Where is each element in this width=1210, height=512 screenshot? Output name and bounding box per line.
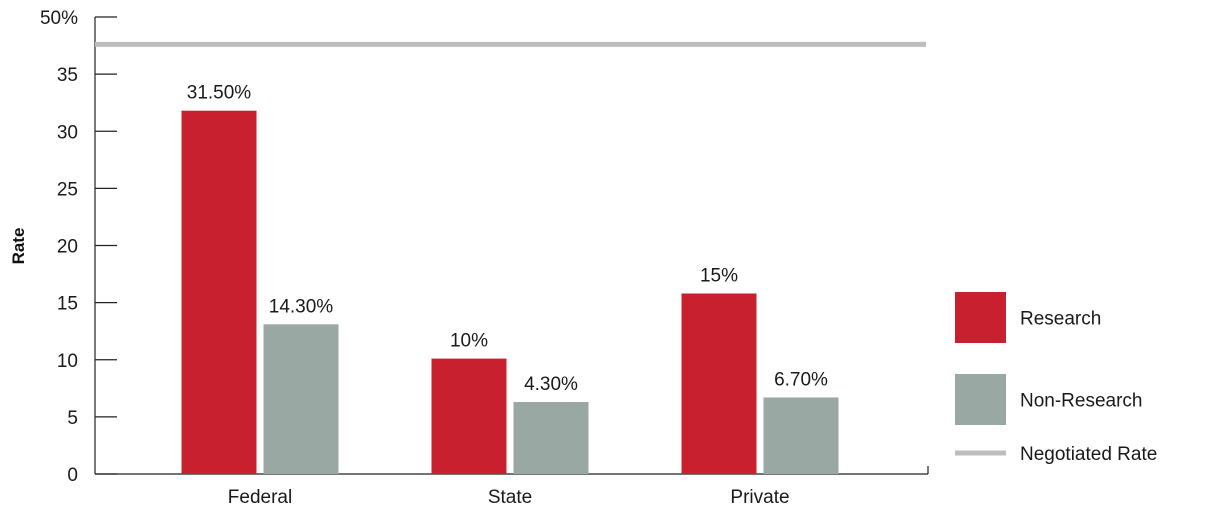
category-labels: Federal State Private xyxy=(228,487,790,508)
y-tick-label: 15 xyxy=(57,294,78,315)
data-label-research-private: 15% xyxy=(700,265,738,286)
legend-label-non-research: Non-Research xyxy=(1020,391,1143,412)
data-label-non-research-federal: 14.30% xyxy=(269,296,334,317)
data-label-non-research-private: 6.70% xyxy=(774,369,828,390)
bar-non-research-federal xyxy=(263,324,339,474)
legend-label-research: Research xyxy=(1020,309,1101,330)
y-axis-title: Rate xyxy=(9,228,28,265)
bar-non-research-private xyxy=(763,397,839,474)
legend: Research Non-Research Negotiated Rate xyxy=(955,292,1157,465)
data-labels: 31.50% 14.30% 10% 4.30% 15% 6.70% xyxy=(187,83,828,395)
data-label-research-federal: 31.50% xyxy=(187,83,252,104)
data-label-research-state: 10% xyxy=(450,331,488,352)
legend-swatch-non-research xyxy=(955,374,1006,425)
bar-research-private xyxy=(681,293,757,474)
y-tick-label: 50% xyxy=(40,8,78,29)
y-tick-label: 0 xyxy=(67,465,78,486)
y-tick-label: 5 xyxy=(67,408,78,429)
y-tick-label: 35 xyxy=(57,65,78,86)
y-tick-label: 25 xyxy=(57,179,78,200)
category-label-state: State xyxy=(488,487,532,508)
category-label-private: Private xyxy=(730,487,789,508)
bar-research-state xyxy=(431,358,507,474)
y-tick-label: 30 xyxy=(57,122,78,143)
data-label-non-research-state: 4.30% xyxy=(524,374,578,395)
bar-research-federal xyxy=(181,110,257,474)
y-tick-label: 20 xyxy=(57,237,78,258)
category-label-federal: Federal xyxy=(228,487,292,508)
bars xyxy=(181,110,839,474)
legend-label-negotiated-rate: Negotiated Rate xyxy=(1020,444,1157,465)
bar-non-research-state xyxy=(513,402,589,474)
y-tick-label: 10 xyxy=(57,351,78,372)
legend-swatch-research xyxy=(955,292,1006,343)
